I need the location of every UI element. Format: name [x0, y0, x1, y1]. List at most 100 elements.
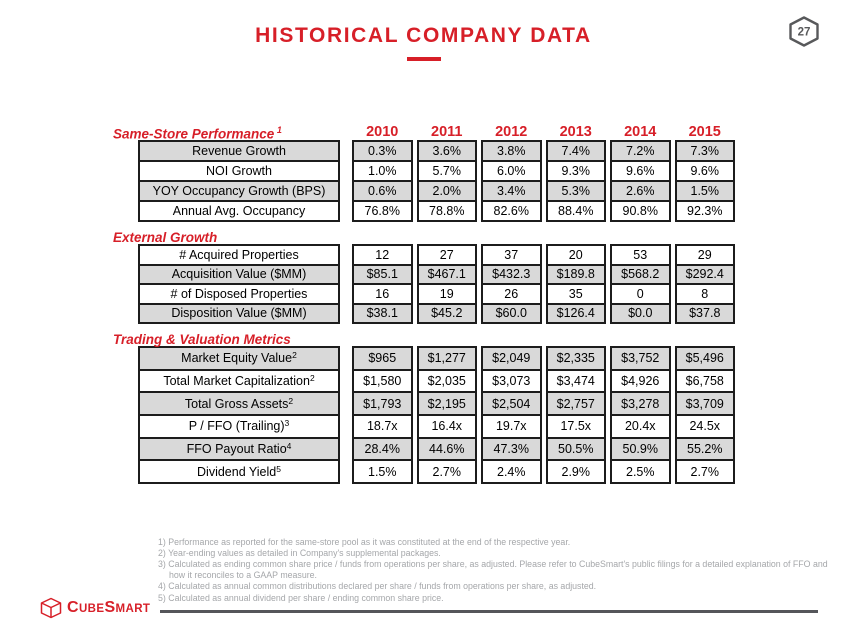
footnote-line: 3) Calculated as ending common share pri…: [158, 559, 828, 581]
value-cell: 20.4x: [610, 414, 671, 439]
value-cell: $3,278: [610, 391, 671, 417]
value-cell: 2.0%: [416, 180, 477, 202]
value-cell: 7.2%: [610, 140, 671, 162]
table-row: Total Gross Assets 2 $1,793 $2,195 $2,504 $2,…: [138, 391, 735, 417]
value-cell: 3.4%: [481, 180, 542, 202]
value-cell: $2,335: [545, 346, 606, 371]
value-cell: 53: [610, 244, 671, 266]
section-header-row: External Growth: [113, 227, 735, 246]
value-cell: 2.4%: [481, 459, 542, 485]
table-row: Disposition Value ($MM) $38.1 $45.2 $60.0 $1…: [138, 302, 735, 324]
section-heading: External Growth: [113, 230, 218, 245]
value-cell: 12: [352, 244, 413, 266]
value-cell: 29: [674, 244, 735, 266]
value-cell: 44.6%: [416, 436, 477, 462]
table-row: Dividend Yield 5 1.5% 2.7% 2.4% 2.9% 2.5% 2.7%: [138, 459, 735, 485]
footnote-line: 2) Year-ending values as detailed in Com…: [158, 548, 441, 559]
value-cell: 47.3%: [481, 436, 542, 462]
value-cell: 20: [545, 244, 606, 266]
page-number: 27: [798, 27, 811, 39]
value-cell: $3,474: [545, 368, 606, 394]
heading-superscript: 1: [274, 124, 282, 135]
value-cell: 5.7%: [416, 160, 477, 182]
value-cell: $38.1: [352, 302, 413, 324]
value-cell: 7.3%: [674, 140, 735, 162]
value-cell: $2,757: [545, 391, 606, 417]
value-cell: 37: [481, 244, 542, 266]
value-cell: 9.3%: [545, 160, 606, 182]
value-cell: 2.5%: [610, 459, 671, 485]
value-cell: $1,277: [416, 346, 477, 371]
value-cell: $467.1: [416, 263, 477, 285]
footnote-line: 4) Calculated as annual common distribut…: [158, 581, 597, 592]
value-cell: 76.8%: [352, 200, 413, 222]
tables-area: Same-Store Performance 1 2010 2011 2012 2013…: [113, 120, 735, 485]
value-cell: 19: [416, 283, 477, 305]
value-cell: $37.8: [674, 302, 735, 324]
row-label-cell: Annual Avg. Occupancy: [138, 200, 340, 222]
value-cell: $2,504: [481, 391, 542, 417]
row-label-cell: Market Equity Value 2: [138, 346, 340, 371]
page-title: HISTORICAL COMPANY DATA: [255, 24, 592, 47]
hexagon-icon: 27: [789, 16, 819, 47]
table-row: # Acquired Properties 12 27 37 20 53 29: [138, 244, 735, 266]
value-cell: $2,195: [416, 391, 477, 417]
footnote-line: 5) Calculated as annual dividend per sha…: [158, 592, 444, 603]
value-cell: $568.2: [610, 263, 671, 285]
value-cell: 9.6%: [674, 160, 735, 182]
value-cell: 19.7x: [481, 414, 542, 439]
value-cell: 35: [545, 283, 606, 305]
section-header-row: Same-Store Performance 1 2010 2011 2012 2013…: [113, 120, 735, 142]
footnote-line: 1) Performance as reported for the same-…: [158, 537, 571, 547]
value-cell: 88.4%: [545, 200, 606, 222]
table-row: Annual Avg. Occupancy 76.8% 78.8% 82.6% 88.4…: [138, 200, 735, 222]
cube-icon: [40, 597, 62, 619]
value-cell: 55.2%: [674, 436, 735, 462]
value-cell: $126.4: [545, 302, 606, 324]
value-cell: 28.4%: [352, 436, 413, 462]
value-cell: 0.3%: [352, 140, 413, 162]
year-header: 2013: [559, 124, 592, 140]
cubesmart-logo: CUBESMART: [40, 597, 150, 619]
footer-rule: [160, 610, 818, 613]
row-label-cell: Revenue Growth: [138, 140, 340, 162]
row-label-cell: Total Market Capitalization 2: [138, 368, 340, 394]
row-label-cell: P / FFO (Trailing) 3: [138, 414, 340, 439]
value-cell: $0.0: [610, 302, 671, 324]
value-cell: $189.8: [545, 263, 606, 285]
row-label-cell: Acquisition Value ($MM): [138, 263, 340, 285]
value-cell: $3,073: [481, 368, 542, 394]
value-cell: 17.5x: [545, 414, 606, 439]
value-cell: 2.7%: [416, 459, 477, 485]
value-cell: $3,752: [610, 346, 671, 371]
year-header: 2015: [688, 124, 721, 140]
value-cell: 24.5x: [674, 414, 735, 439]
table-row: Total Market Capitalization 2 $1,580 $2,035…: [138, 368, 735, 394]
row-label-cell: Total Gross Assets 2: [138, 391, 340, 417]
row-label-cell: YOY Occupancy Growth (BPS): [138, 180, 340, 202]
table-section: Same-Store Performance 1 2010 2011 2012 2013…: [113, 120, 735, 222]
value-cell: $1,580: [352, 368, 413, 394]
value-cell: 26: [481, 283, 542, 305]
row-label-cell: Disposition Value ($MM): [138, 302, 340, 324]
value-cell: 50.5%: [545, 436, 606, 462]
value-cell: 2.6%: [610, 180, 671, 202]
year-header: 2010: [366, 124, 399, 140]
value-cell: 0: [610, 283, 671, 305]
value-cell: 18.7x: [352, 414, 413, 439]
value-cell: $3,709: [674, 391, 735, 417]
value-cell: 3.6%: [416, 140, 477, 162]
table-row: NOI Growth 1.0% 5.7% 6.0% 9.3% 9.6% 9.6%: [138, 160, 735, 182]
table-row: FFO Payout Ratio 4 28.4% 44.6% 47.3% 50.5% 50.…: [138, 436, 735, 462]
value-cell: 5.3%: [545, 180, 606, 202]
value-cell: 2.7%: [674, 459, 735, 485]
value-cell: 0.6%: [352, 180, 413, 202]
value-cell: $45.2: [416, 302, 477, 324]
value-cell: $6,758: [674, 368, 735, 394]
value-cell: 1.5%: [352, 459, 413, 485]
table-row: Market Equity Value 2 $965 $1,277 $2,049 $2,3…: [138, 346, 735, 371]
page-number-badge: 27: [788, 16, 820, 47]
section-heading: Trading & Valuation Metrics: [113, 332, 291, 347]
value-cell: 1.0%: [352, 160, 413, 182]
row-label-cell: # of Disposed Properties: [138, 283, 340, 305]
